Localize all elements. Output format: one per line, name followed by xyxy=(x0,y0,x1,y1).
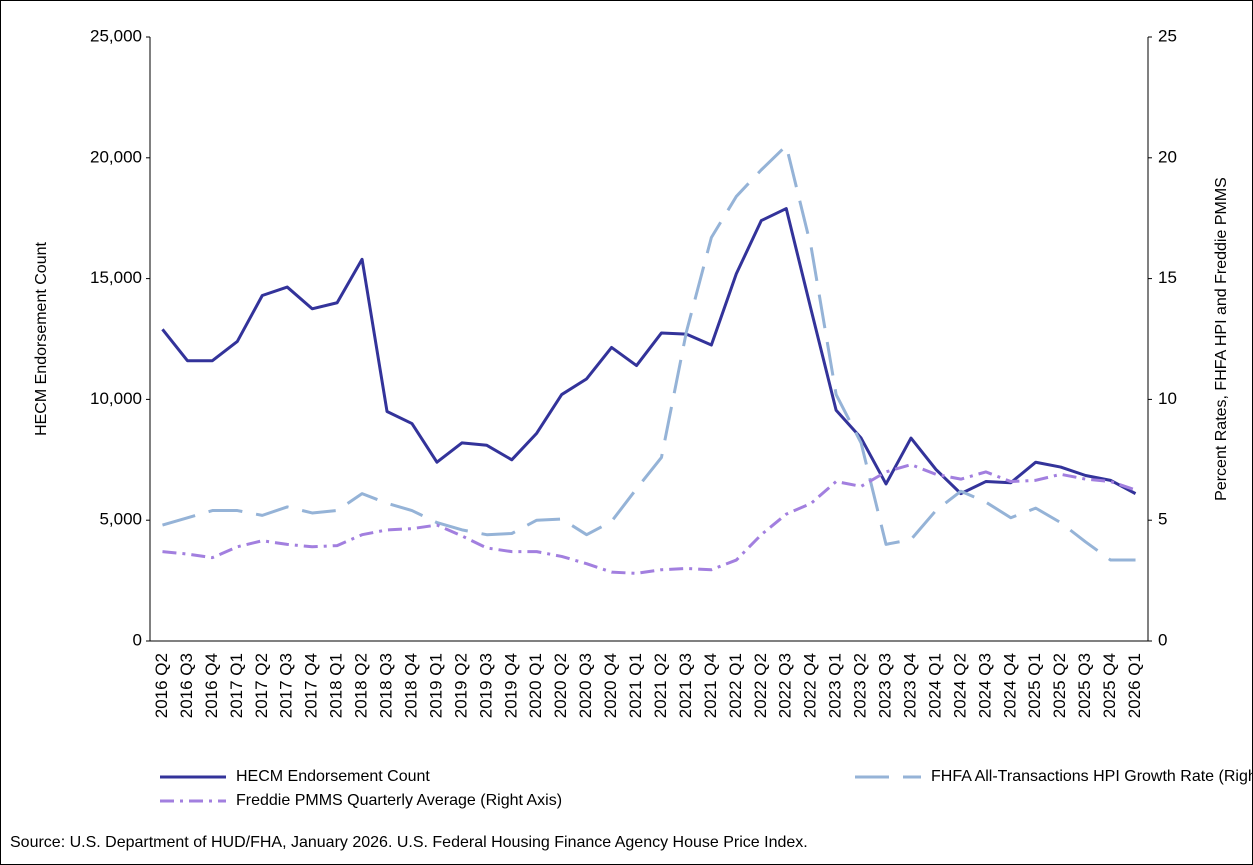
x-tick-label: 2020 Q2 xyxy=(551,653,570,718)
y2-axis-label: Percent Rates, FHFA HPI and Freddie PMMS xyxy=(1213,177,1230,501)
x-tick-label: 2024 Q2 xyxy=(950,653,969,718)
x-tick-label: 2018 Q2 xyxy=(352,653,371,718)
series-line xyxy=(161,207,1137,496)
x-tick-label: 2017 Q3 xyxy=(277,653,296,718)
x-tick-label: 2019 Q2 xyxy=(451,653,470,718)
x-tick-label: 2021 Q1 xyxy=(626,653,645,718)
x-tick-label: 2025 Q3 xyxy=(1075,653,1094,718)
x-tick-label: 2016 Q3 xyxy=(177,653,196,718)
y2-tick-label: 15 xyxy=(1158,268,1177,287)
x-tick-label: 2023 Q1 xyxy=(826,653,845,718)
y-tick-label: 0 xyxy=(133,630,142,649)
x-tick-label: 2016 Q2 xyxy=(152,653,171,718)
y2-tick-label: 25 xyxy=(1158,26,1177,45)
x-tick-label: 2021 Q4 xyxy=(701,653,720,718)
y2-tick-label: 5 xyxy=(1158,510,1167,529)
x-tick-label: 2023 Q2 xyxy=(851,653,870,718)
x-tick-label: 2018 Q1 xyxy=(327,653,346,718)
legend-label: Freddie PMMS Quarterly Average (Right Ax… xyxy=(236,792,562,809)
legend-label: HECM Endorsement Count xyxy=(236,768,430,785)
x-tick-label: 2021 Q3 xyxy=(676,653,695,718)
x-tick-label: 2019 Q4 xyxy=(501,653,520,718)
x-tick-label: 2016 Q4 xyxy=(202,653,221,718)
x-tick-label: 2025 Q1 xyxy=(1025,653,1044,718)
x-tick-label: 2022 Q2 xyxy=(751,653,770,718)
x-tick-label: 2017 Q1 xyxy=(227,653,246,718)
legend-label: FHFA All-Transactions HPI Growth Rate (R… xyxy=(931,768,1253,785)
y-tick-label: 15,000 xyxy=(90,268,142,287)
x-tick-label: 2022 Q1 xyxy=(726,653,745,718)
x-tick-label: 2024 Q3 xyxy=(975,653,994,718)
y2-tick-label: 10 xyxy=(1158,389,1177,408)
x-tick-label: 2026 Q1 xyxy=(1125,653,1144,718)
x-tick-label: 2019 Q3 xyxy=(476,653,495,718)
x-tick-label: 2020 Q4 xyxy=(601,653,620,718)
x-tick-label: 2021 Q2 xyxy=(651,653,670,718)
y-tick-label: 10,000 xyxy=(90,389,142,408)
x-tick-label: 2024 Q1 xyxy=(925,653,944,718)
x-tick-label: 2025 Q2 xyxy=(1050,653,1069,718)
x-tick-label: 2022 Q4 xyxy=(801,653,820,718)
x-tick-label: 2023 Q3 xyxy=(876,653,895,718)
x-tick-label: 2023 Q4 xyxy=(900,653,919,718)
series-line xyxy=(162,144,1136,562)
y-tick-label: 20,000 xyxy=(90,147,142,166)
y2-tick-label: 0 xyxy=(1158,630,1167,649)
x-tick-label: 2024 Q4 xyxy=(1000,653,1019,718)
x-tick-label: 2017 Q4 xyxy=(302,653,321,718)
y-tick-label: 5,000 xyxy=(99,510,142,529)
y-axis-label: HECM Endorsement Count xyxy=(33,242,50,436)
x-tick-label: 2017 Q2 xyxy=(252,653,271,718)
x-tick-label: 2025 Q4 xyxy=(1100,653,1119,718)
x-tick-label: 2020 Q1 xyxy=(526,653,545,718)
y-tick-label: 25,000 xyxy=(90,26,142,45)
series-line xyxy=(162,463,1137,575)
x-tick-label: 2020 Q3 xyxy=(576,653,595,718)
x-tick-label: 2018 Q3 xyxy=(377,653,396,718)
source-note: Source: U.S. Department of HUD/FHA, Janu… xyxy=(10,834,808,851)
y2-tick-label: 20 xyxy=(1158,147,1177,166)
x-tick-label: 2022 Q3 xyxy=(776,653,795,718)
x-tick-label: 2019 Q1 xyxy=(426,653,445,718)
x-tick-label: 2018 Q4 xyxy=(401,653,420,718)
